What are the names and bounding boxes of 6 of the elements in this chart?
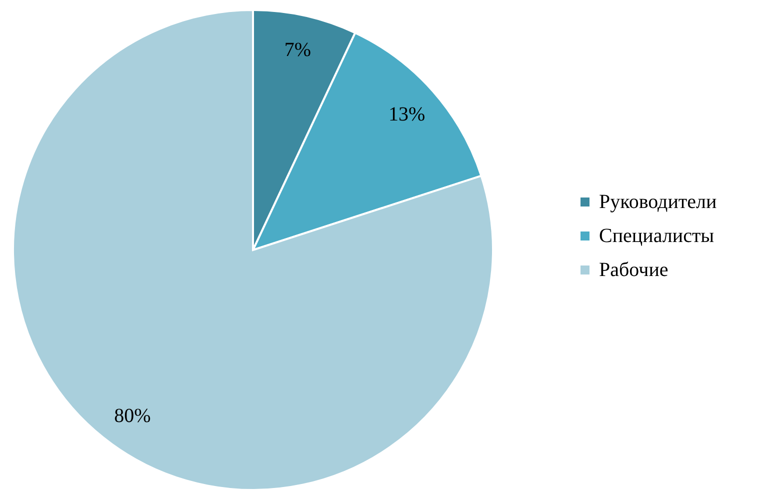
data-label: 13% bbox=[388, 103, 426, 126]
legend-label: Специалисты bbox=[599, 225, 714, 247]
data-label: 7% bbox=[284, 38, 312, 61]
data-label: 80% bbox=[114, 404, 151, 427]
legend-label: Рабочие bbox=[599, 259, 668, 281]
legend-label: Руководители bbox=[599, 191, 718, 213]
